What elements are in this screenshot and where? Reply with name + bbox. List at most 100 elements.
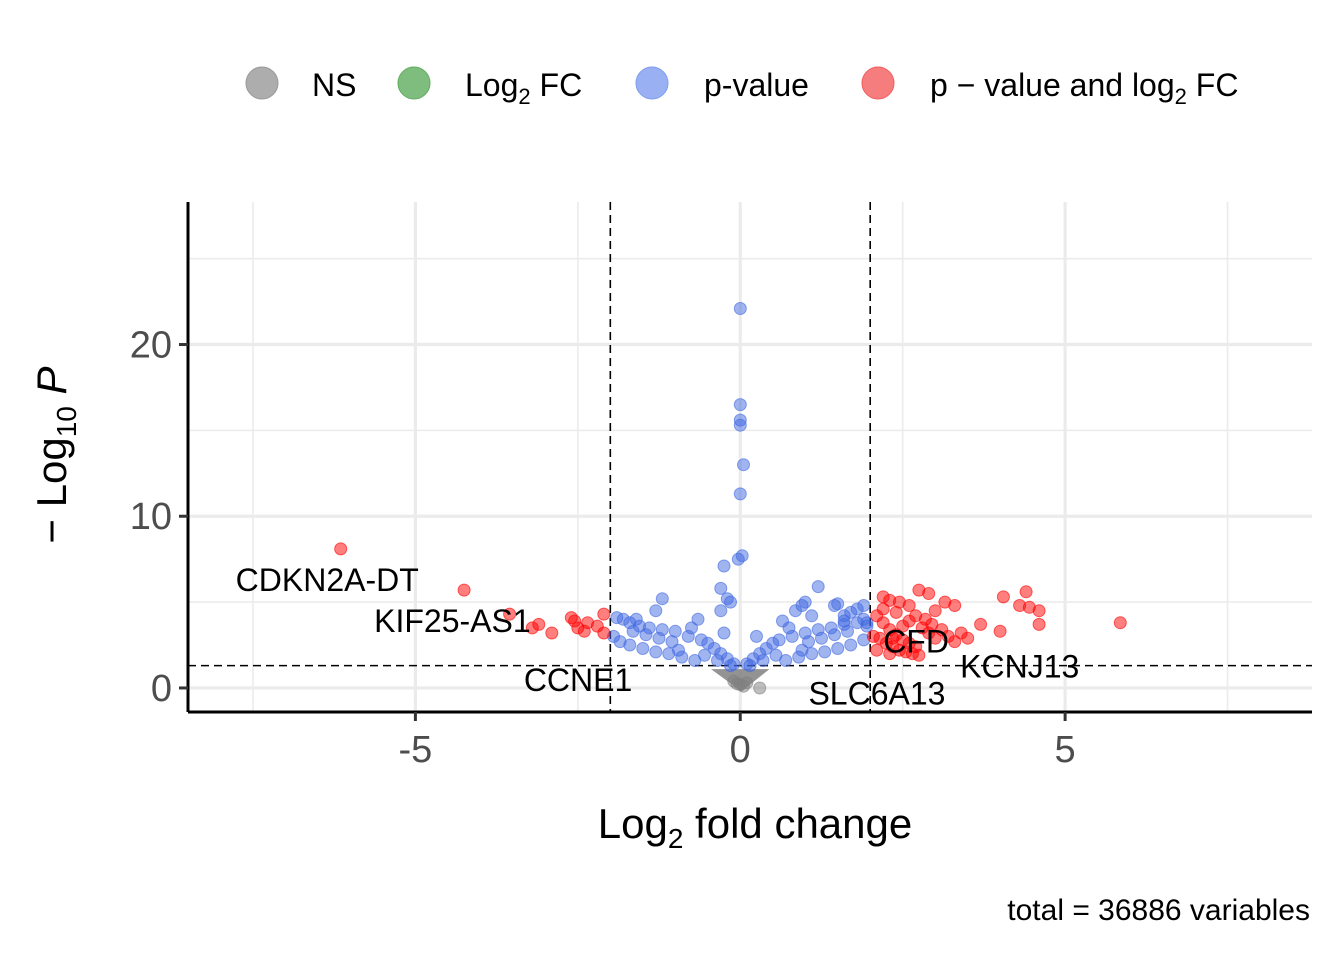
x-tick-label: 0 <box>730 729 751 771</box>
point-p <box>717 626 731 640</box>
point-p <box>731 552 745 566</box>
point-p <box>636 642 650 655</box>
point-p <box>772 633 786 647</box>
point-p <box>714 581 728 595</box>
point-p <box>733 487 747 501</box>
point-both <box>996 590 1010 604</box>
gene-label: CFD <box>883 624 949 660</box>
point-both <box>886 631 900 645</box>
gene-label: SLC6A13 <box>808 675 945 711</box>
point-both <box>948 635 962 649</box>
grid <box>188 202 1312 712</box>
point-p <box>769 648 783 662</box>
legend-label-p: p-value <box>704 67 809 103</box>
point-p <box>717 559 731 573</box>
point-ns <box>753 681 767 695</box>
point-both <box>1019 585 1033 599</box>
point-p <box>776 614 789 628</box>
legend-key-both <box>861 66 895 100</box>
point-p <box>802 635 815 649</box>
gene-label: KCNJ13 <box>960 648 1079 684</box>
point-both <box>902 599 916 612</box>
legend-key-fc <box>397 66 431 100</box>
point-p <box>711 654 724 667</box>
point-p <box>837 614 851 628</box>
point-p <box>815 631 828 645</box>
y-axis-title: − Log10 P <box>28 366 82 543</box>
x-axis-title: Log2 fold change <box>598 800 913 854</box>
point-both <box>883 647 897 661</box>
point-p <box>724 595 737 609</box>
point-ns <box>730 677 744 691</box>
caption: total = 36886 variables <box>1007 894 1310 927</box>
x-tick-label: -5 <box>399 729 433 771</box>
point-both <box>889 605 903 619</box>
point-both <box>1032 604 1046 618</box>
point-both <box>912 648 926 662</box>
point-p <box>789 604 802 618</box>
point-both <box>590 619 604 633</box>
point-p <box>623 638 637 652</box>
legend-item-p: p-value <box>635 66 809 103</box>
point-p <box>714 604 728 618</box>
point-both <box>334 542 348 556</box>
x-tick-label: 5 <box>1055 729 1076 771</box>
point-p <box>629 612 643 626</box>
legend-item-fc: Log2 FC <box>397 66 582 109</box>
cutoff-lines <box>188 202 1312 712</box>
point-p <box>733 302 747 315</box>
point-p <box>756 654 770 667</box>
point-both <box>597 607 611 621</box>
point-both <box>525 621 539 635</box>
legend-item-both: p − value and log2 FC <box>861 66 1238 109</box>
data-points <box>334 302 1127 695</box>
gene-labels: CDKN2A-DT KIF25-AS1 CCNE1 CFD SLC6A13 KCNJ13 <box>236 562 1080 712</box>
point-p <box>698 648 711 662</box>
legend: NS Log2 FC p-value p − value and log2 FC <box>245 66 1238 109</box>
point-p <box>691 612 705 626</box>
point-p <box>828 628 841 642</box>
point-both <box>1113 616 1127 630</box>
point-both <box>571 621 585 635</box>
point-p <box>831 642 845 655</box>
point-p <box>828 599 841 612</box>
point-both <box>974 617 988 631</box>
point-both <box>876 602 890 616</box>
point-p <box>685 621 698 635</box>
point-both <box>866 629 880 643</box>
point-p <box>795 643 809 657</box>
legend-item-ns: NS <box>245 66 356 103</box>
point-p <box>724 659 737 673</box>
point-p <box>655 592 669 606</box>
point-both <box>935 623 949 637</box>
gene-label: CDKN2A-DT <box>236 562 419 598</box>
point-both <box>948 599 962 612</box>
point-p <box>860 619 874 633</box>
point-p <box>649 604 663 618</box>
legend-label-both: p − value and log2 FC <box>930 67 1238 109</box>
y-tick-label: 20 <box>130 325 172 367</box>
legend-key-p <box>635 66 669 100</box>
point-p <box>743 659 757 673</box>
point-p <box>652 631 666 645</box>
point-p <box>733 398 747 412</box>
y-tick-label: 0 <box>151 668 172 710</box>
point-p <box>626 624 640 638</box>
point-both <box>870 643 884 657</box>
axes: -5 0 5 0 10 20 <box>130 202 1312 771</box>
point-both <box>993 624 1007 638</box>
point-p <box>665 635 679 649</box>
point-both <box>457 583 471 597</box>
point-p <box>672 643 685 657</box>
point-p <box>805 609 819 623</box>
gene-label: CCNE1 <box>524 662 632 698</box>
point-p <box>750 629 763 643</box>
legend-label-fc: Log2 FC <box>465 67 582 109</box>
point-p <box>844 638 858 652</box>
point-p <box>639 628 653 642</box>
point-both <box>1032 617 1046 631</box>
point-p <box>818 645 832 659</box>
point-both <box>954 626 968 640</box>
point-p <box>733 418 747 432</box>
